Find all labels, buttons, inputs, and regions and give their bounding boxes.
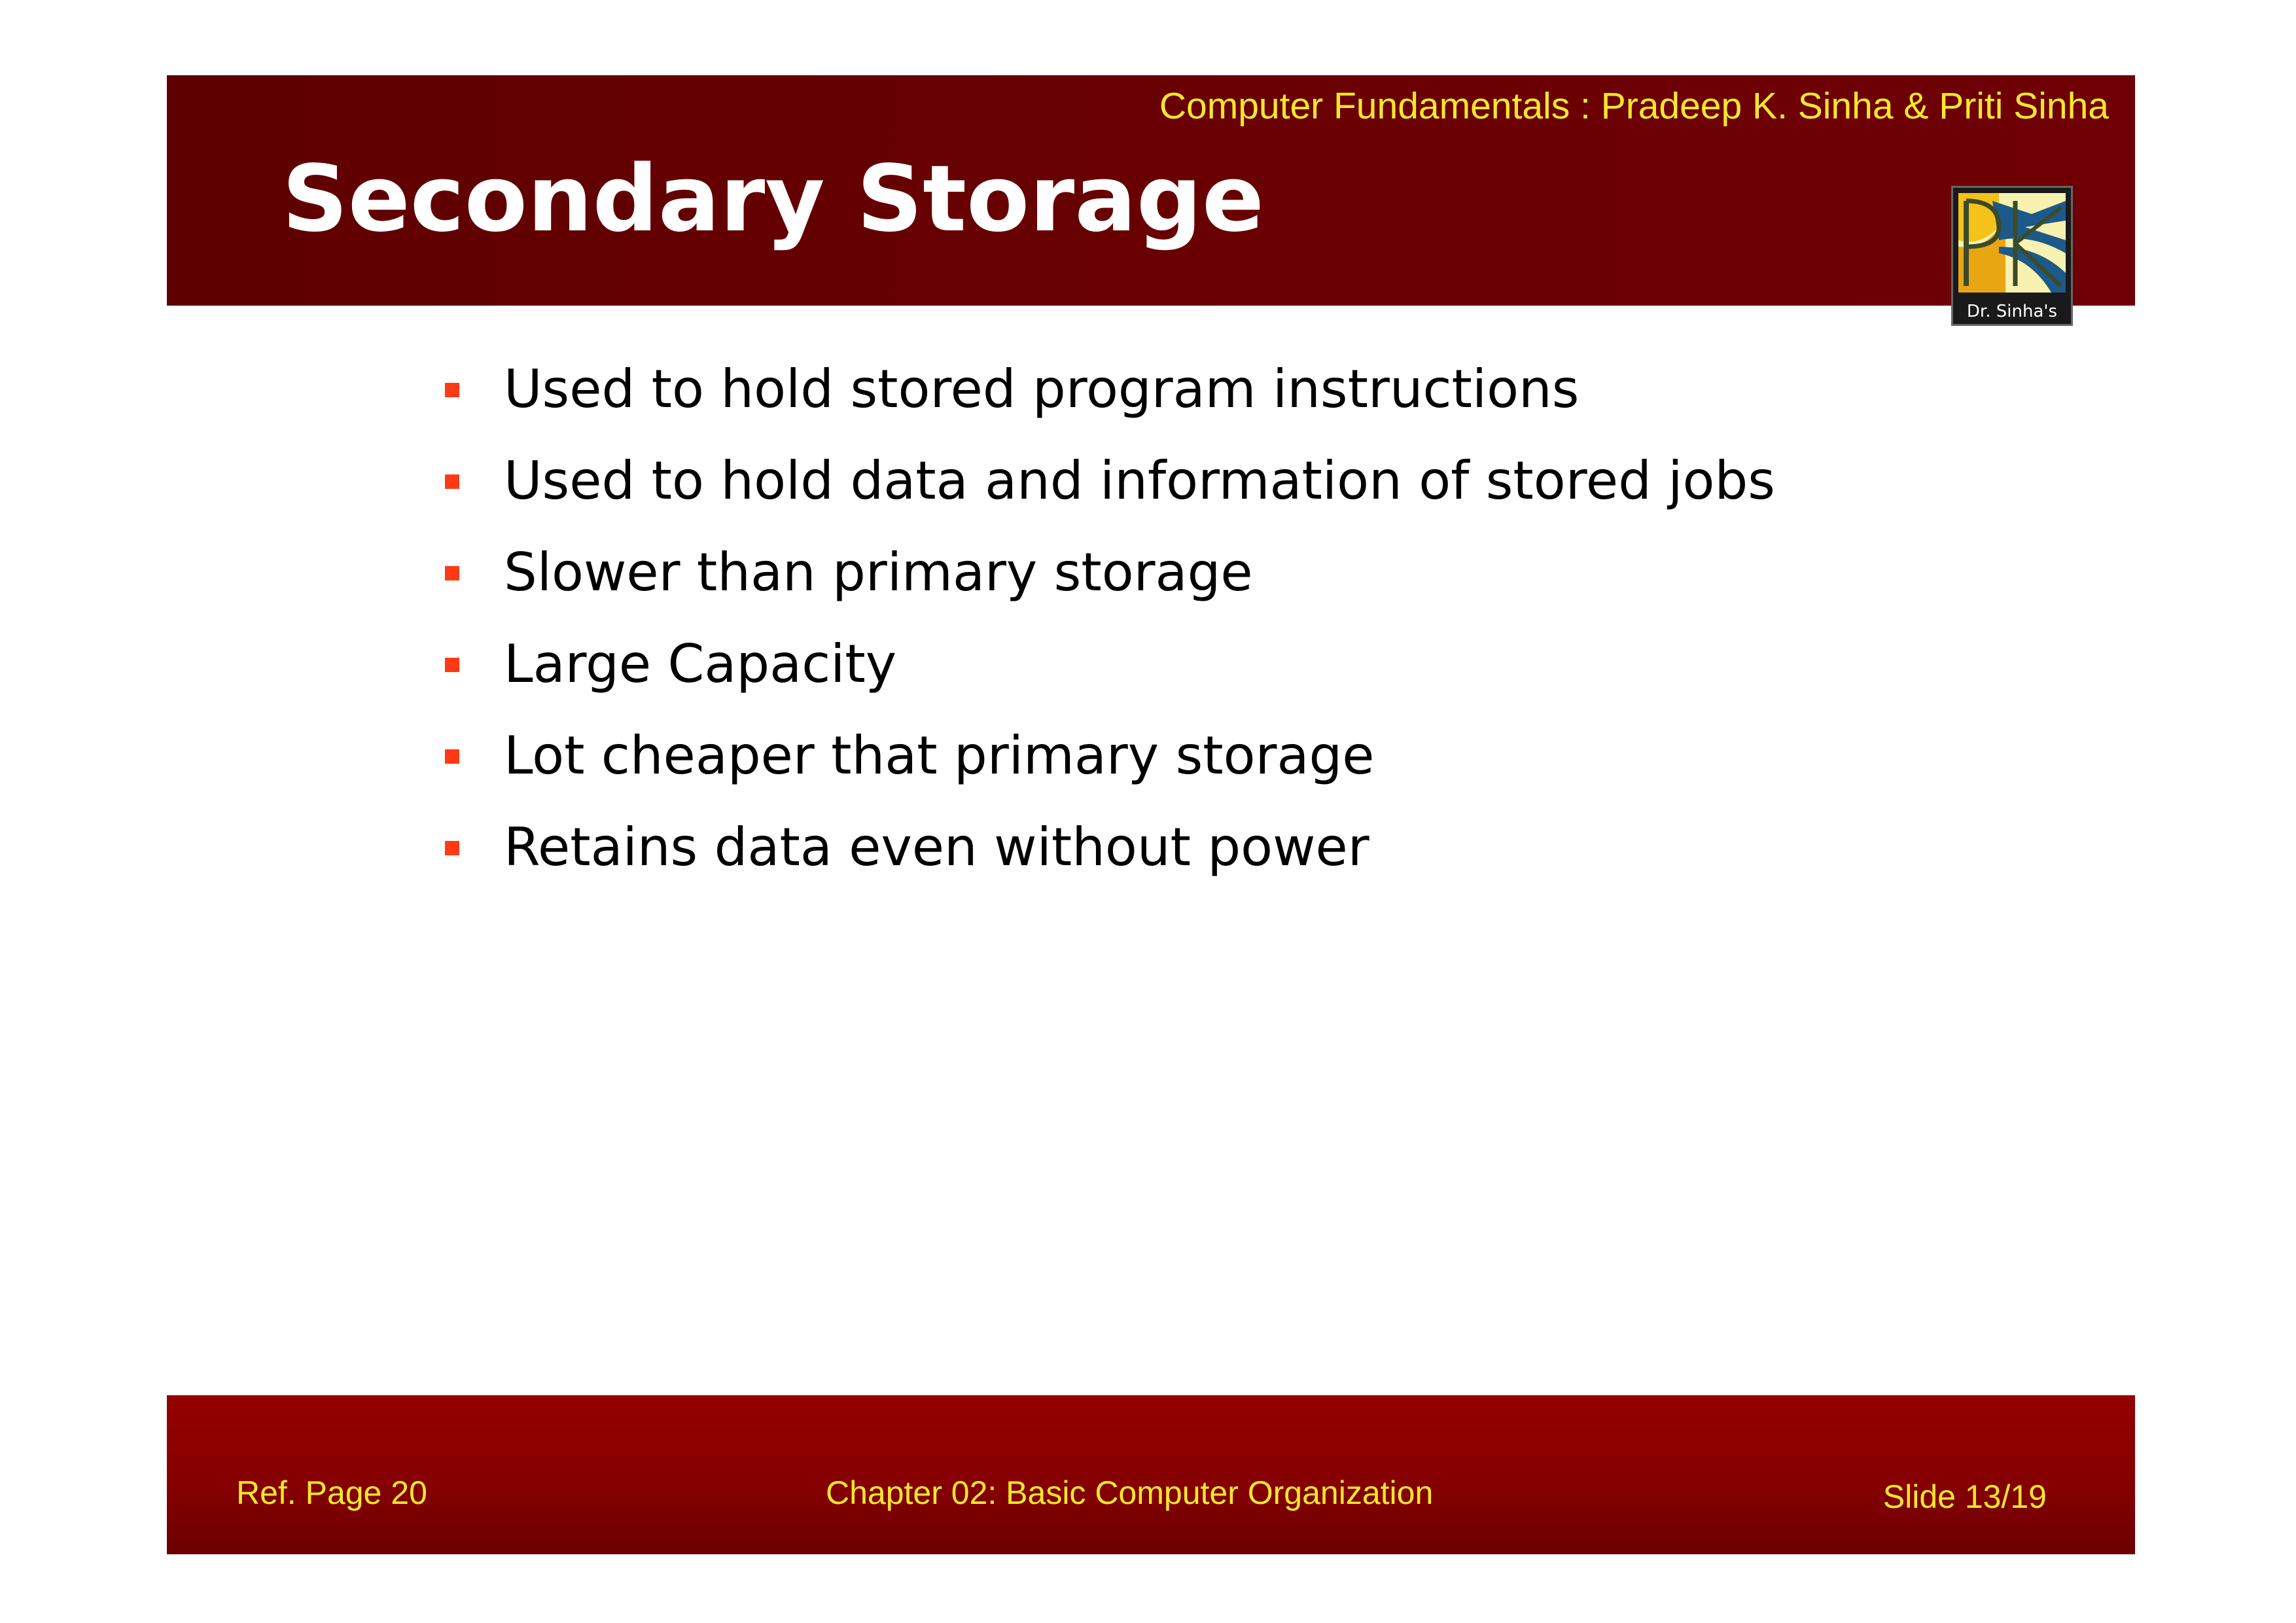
book-title: Computer Fundamentals : Pradeep K. Sinha… [1159, 85, 2109, 127]
bullet-text: Retains data even without power [504, 817, 1369, 878]
bullet-item: Used to hold stored program instructions [445, 350, 1775, 442]
square-bullet-icon [445, 383, 459, 397]
square-bullet-icon [445, 658, 459, 672]
bullet-text: Slower than primary storage [504, 542, 1253, 603]
bullet-text: Lot cheaper that primary storage [504, 725, 1375, 786]
bullet-text: Used to hold stored program instructions [504, 359, 1580, 419]
ref-page: Ref. Page 20 [236, 1474, 427, 1511]
slide-number: Slide 13/19 [1882, 1478, 2047, 1515]
bullet-item: Used to hold data and information of sto… [445, 442, 1775, 533]
bullet-item: Retains data even without power [445, 808, 1775, 900]
footer-band: Ref. Page 20 Chapter 02: Basic Computer … [167, 1395, 2135, 1554]
dr-sinhas-logo: Dr. Sinha's [1951, 186, 2073, 326]
logo-caption: Dr. Sinha's [1966, 302, 2058, 321]
square-bullet-icon [445, 841, 459, 855]
bullet-text: Large Capacity [504, 633, 897, 694]
bullet-list: Used to hold stored program instructions… [445, 350, 1775, 900]
bullet-item: Lot cheaper that primary storage [445, 717, 1775, 808]
slide-title: Secondary Storage [282, 146, 1264, 253]
bullet-item: Large Capacity [445, 625, 1775, 717]
square-bullet-icon [445, 749, 459, 764]
chapter-title: Chapter 02: Basic Computer Organization [826, 1474, 1434, 1511]
square-bullet-icon [445, 474, 459, 489]
header-band: Computer Fundamentals : Pradeep K. Sinha… [167, 75, 2135, 306]
bullet-text: Used to hold data and information of sto… [504, 450, 1775, 511]
bullet-item: Slower than primary storage [445, 533, 1775, 625]
logo-graphic [1958, 193, 2066, 293]
square-bullet-icon [445, 566, 459, 580]
